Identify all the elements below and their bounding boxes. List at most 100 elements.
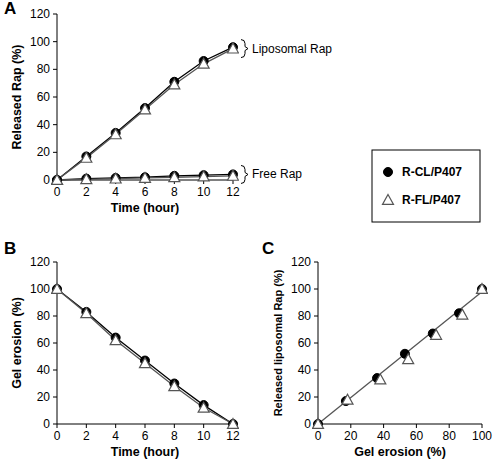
data-point bbox=[229, 420, 238, 429]
annotation-bracket bbox=[241, 40, 248, 58]
y-tick-label: 100 bbox=[30, 35, 50, 49]
y-tick-label: 0 bbox=[43, 173, 50, 187]
data-point bbox=[53, 176, 62, 185]
data-point bbox=[478, 285, 487, 294]
y-tick-label: 80 bbox=[298, 309, 312, 323]
x-tick-label: 0 bbox=[54, 429, 61, 443]
x-axis-label: Time (hour) bbox=[111, 201, 180, 215]
y-tick bbox=[53, 316, 57, 317]
x-tick-label: 2 bbox=[83, 429, 90, 443]
legend: R-CL/P407 R-FL/P407 bbox=[372, 150, 480, 222]
y-tick bbox=[53, 14, 57, 15]
figure: A020406080100120024681012Time (hour)Rele… bbox=[0, 0, 500, 462]
y-tick bbox=[53, 343, 57, 344]
series-line bbox=[57, 289, 233, 424]
plot-area bbox=[52, 43, 239, 185]
x-tick-label: 8 bbox=[171, 185, 178, 199]
y-tick-label: 0 bbox=[304, 417, 311, 431]
legend-marker bbox=[383, 195, 394, 205]
y-tick bbox=[53, 124, 57, 125]
x-tick-label: 0 bbox=[315, 429, 322, 443]
y-tick bbox=[314, 316, 318, 317]
y-tick-label: 40 bbox=[37, 363, 51, 377]
data-point bbox=[52, 175, 63, 185]
series-line bbox=[57, 289, 233, 424]
legend-label: R-FL/P407 bbox=[402, 193, 461, 207]
data-point bbox=[457, 309, 468, 319]
x-tick bbox=[482, 424, 483, 428]
x-tick-label: 10 bbox=[197, 185, 211, 199]
x-tick-label: 0 bbox=[54, 185, 61, 199]
y-axis-label: Gel erosion (%) bbox=[10, 297, 24, 389]
x-tick-label: 4 bbox=[112, 185, 119, 199]
y-tick-label: 80 bbox=[37, 309, 51, 323]
legend-marker bbox=[384, 168, 393, 177]
y-tick-label: 100 bbox=[291, 282, 311, 296]
x-tick-label: 2 bbox=[83, 185, 90, 199]
y-axis-label: Released Rap (%) bbox=[10, 45, 24, 150]
x-tick bbox=[350, 424, 351, 428]
data-point bbox=[110, 129, 121, 139]
x-tick bbox=[86, 424, 87, 428]
data-point bbox=[431, 329, 442, 339]
data-point bbox=[140, 172, 151, 182]
panel-title: C bbox=[262, 239, 274, 258]
y-tick-label: 120 bbox=[30, 255, 50, 269]
y-tick-label: 60 bbox=[37, 90, 51, 104]
y-tick-label: 80 bbox=[37, 62, 51, 76]
y-tick bbox=[53, 370, 57, 371]
y-tick bbox=[53, 152, 57, 153]
data-point bbox=[81, 308, 92, 318]
y-tick bbox=[314, 343, 318, 344]
y-tick-label: 20 bbox=[37, 145, 51, 159]
data-point bbox=[375, 374, 386, 384]
x-axis-label: Gel erosion (%) bbox=[354, 445, 446, 459]
data-point bbox=[52, 284, 63, 294]
x-tick bbox=[174, 424, 175, 428]
data-point bbox=[169, 172, 180, 182]
y-tick bbox=[53, 397, 57, 398]
x-tick-label: 80 bbox=[443, 429, 457, 443]
x-tick-label: 100 bbox=[472, 429, 492, 443]
y-tick bbox=[53, 97, 57, 98]
x-tick-label: 4 bbox=[112, 429, 119, 443]
annotation: Liposomal Rap bbox=[252, 42, 332, 56]
panel-2: C020406080100120020406080100Gel erosion … bbox=[262, 239, 492, 459]
x-tick-label: 20 bbox=[344, 429, 358, 443]
y-tick bbox=[314, 262, 318, 263]
data-point bbox=[141, 173, 150, 182]
x-tick bbox=[383, 424, 384, 428]
data-point bbox=[81, 174, 92, 184]
data-point bbox=[403, 354, 414, 364]
y-axis-label: Released liposomal Rap (%) bbox=[272, 269, 284, 416]
y-tick bbox=[53, 69, 57, 70]
y-tick-label: 20 bbox=[298, 390, 312, 404]
y-tick-label: 40 bbox=[298, 363, 312, 377]
panel-title: B bbox=[4, 239, 16, 258]
data-point bbox=[111, 173, 120, 182]
x-tick-label: 10 bbox=[197, 429, 211, 443]
plot-area bbox=[313, 284, 488, 429]
y-tick-label: 120 bbox=[30, 7, 50, 21]
data-point bbox=[228, 170, 239, 180]
x-tick-label: 40 bbox=[377, 429, 391, 443]
data-point bbox=[198, 171, 209, 181]
y-tick bbox=[53, 424, 57, 425]
x-tick-label: 12 bbox=[226, 429, 240, 443]
plot-area bbox=[52, 284, 239, 429]
y-tick-label: 100 bbox=[30, 282, 50, 296]
data-point bbox=[228, 43, 239, 53]
data-point bbox=[81, 152, 92, 162]
data-point bbox=[169, 381, 180, 391]
y-tick bbox=[53, 262, 57, 263]
y-tick bbox=[314, 397, 318, 398]
data-point bbox=[477, 284, 488, 294]
data-point bbox=[82, 174, 91, 183]
data-point bbox=[313, 419, 324, 429]
y-tick bbox=[314, 370, 318, 371]
data-point bbox=[198, 402, 209, 412]
legend-label: R-CL/P407 bbox=[402, 165, 462, 179]
y-tick-label: 60 bbox=[37, 336, 51, 350]
data-point bbox=[110, 335, 121, 345]
data-point bbox=[198, 58, 209, 68]
